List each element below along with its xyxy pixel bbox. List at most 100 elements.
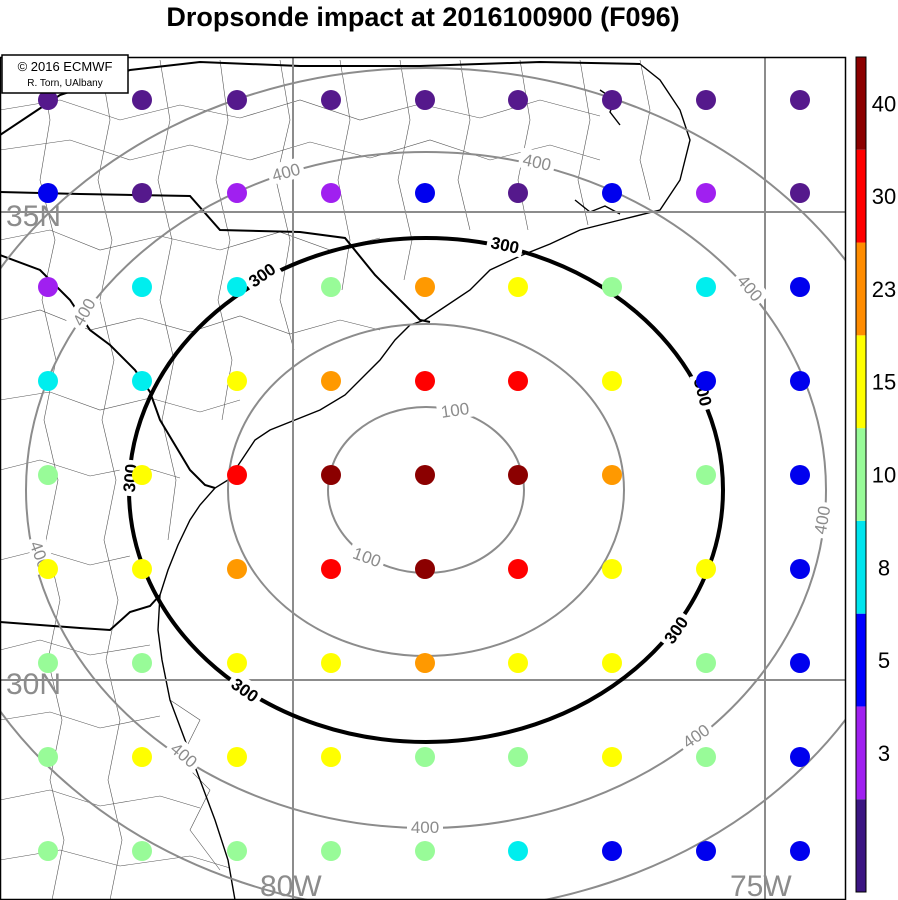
colorbar-segment — [856, 799, 866, 892]
colorbar-label: 15 — [872, 370, 896, 395]
impact-dot — [38, 183, 58, 203]
credit-box: © 2016 ECMWF R. Torn, UAlbany — [1, 54, 129, 94]
impact-dot — [415, 747, 435, 767]
impact-dot — [415, 371, 435, 391]
impact-dot — [38, 653, 58, 673]
dropsonde-impact-points — [38, 90, 810, 861]
impact-dot — [696, 465, 716, 485]
impact-dot — [790, 90, 810, 110]
impact-dot — [415, 465, 435, 485]
map-area: 35N 30N 80W 75W 100 100 300 300 300 300 … — [0, 57, 846, 900]
impact-dot — [132, 277, 152, 297]
colorbar-segment — [856, 706, 866, 800]
contour-500 — [0, 67, 846, 900]
colorbar: 3 5 8 10 15 23 30 40 — [855, 56, 896, 893]
impact-dot — [790, 841, 810, 861]
impact-dot — [415, 90, 435, 110]
gridline-labels: 35N 30N 80W 75W — [6, 200, 792, 900]
impact-dot — [38, 747, 58, 767]
colorbar-label: 23 — [872, 277, 896, 302]
impact-dot — [508, 371, 528, 391]
colorbar-segment — [856, 613, 866, 707]
impact-dot — [227, 841, 247, 861]
label-400-far-right: 400 — [811, 504, 835, 535]
impact-dot — [696, 559, 716, 579]
impact-dot — [38, 371, 58, 391]
impact-dot — [790, 653, 810, 673]
impact-dot — [321, 653, 341, 673]
impact-dot — [602, 90, 622, 110]
impact-dot — [415, 277, 435, 297]
impact-dot — [696, 371, 716, 391]
impact-dot — [415, 183, 435, 203]
impact-dot — [790, 277, 810, 297]
colorbar-segment — [856, 335, 866, 429]
graticule — [0, 57, 846, 900]
impact-dot — [508, 465, 528, 485]
impact-dot — [602, 747, 622, 767]
impact-dot — [696, 841, 716, 861]
impact-dot — [38, 90, 58, 110]
colorbar-segment — [856, 242, 866, 336]
impact-dot — [602, 653, 622, 673]
credit-line-1: © 2016 ECMWF — [18, 59, 113, 74]
impact-dot — [321, 747, 341, 767]
impact-dot — [38, 465, 58, 485]
impact-dot — [227, 559, 247, 579]
impact-dot — [602, 277, 622, 297]
impact-dot — [602, 559, 622, 579]
impact-dot — [602, 183, 622, 203]
impact-dot — [602, 371, 622, 391]
label-400-bottom: 400 — [411, 818, 439, 837]
impact-dot — [321, 371, 341, 391]
impact-dot — [227, 277, 247, 297]
impact-dot — [508, 183, 528, 203]
impact-dot — [38, 277, 58, 297]
impact-dot — [132, 559, 152, 579]
lat-label-30n: 30N — [6, 668, 61, 701]
impact-dot — [508, 277, 528, 297]
impact-dot — [132, 747, 152, 767]
impact-dot — [132, 841, 152, 861]
map-title: Dropsonde impact at 2016100900 (F096) — [166, 2, 680, 32]
impact-dot — [415, 559, 435, 579]
impact-dot — [132, 465, 152, 485]
impact-dot — [508, 747, 528, 767]
impact-dot — [132, 183, 152, 203]
colorbar-label: 8 — [878, 555, 890, 580]
impact-dot — [321, 559, 341, 579]
impact-dot — [790, 183, 810, 203]
colorbar-segment — [856, 149, 866, 243]
impact-dot — [415, 653, 435, 673]
impact-dot — [696, 277, 716, 297]
impact-dot — [321, 841, 341, 861]
impact-dot — [227, 90, 247, 110]
impact-dot — [696, 90, 716, 110]
impact-dot — [321, 183, 341, 203]
impact-dot — [321, 90, 341, 110]
colorbar-label: 5 — [878, 648, 890, 673]
impact-dot — [227, 465, 247, 485]
colorbar-segment — [856, 428, 866, 521]
impact-dot — [696, 653, 716, 673]
colorbar-segment — [856, 520, 866, 614]
impact-dot — [508, 653, 528, 673]
impact-dot — [790, 465, 810, 485]
impact-dot — [790, 559, 810, 579]
impact-dot — [132, 90, 152, 110]
colorbar-label: 3 — [878, 741, 890, 766]
colorbar-label: 30 — [872, 184, 896, 209]
impact-dot — [508, 841, 528, 861]
impact-dot — [227, 183, 247, 203]
colorbar-label: 10 — [872, 463, 896, 488]
impact-dot — [321, 465, 341, 485]
colorbar-label: 40 — [872, 91, 896, 116]
impact-dot — [790, 371, 810, 391]
impact-dot — [508, 90, 528, 110]
impact-dot — [415, 841, 435, 861]
impact-dot — [696, 183, 716, 203]
impact-dot — [696, 747, 716, 767]
credit-line-2: R. Torn, UAlbany — [27, 78, 102, 89]
lon-label-80w: 80W — [260, 870, 322, 900]
